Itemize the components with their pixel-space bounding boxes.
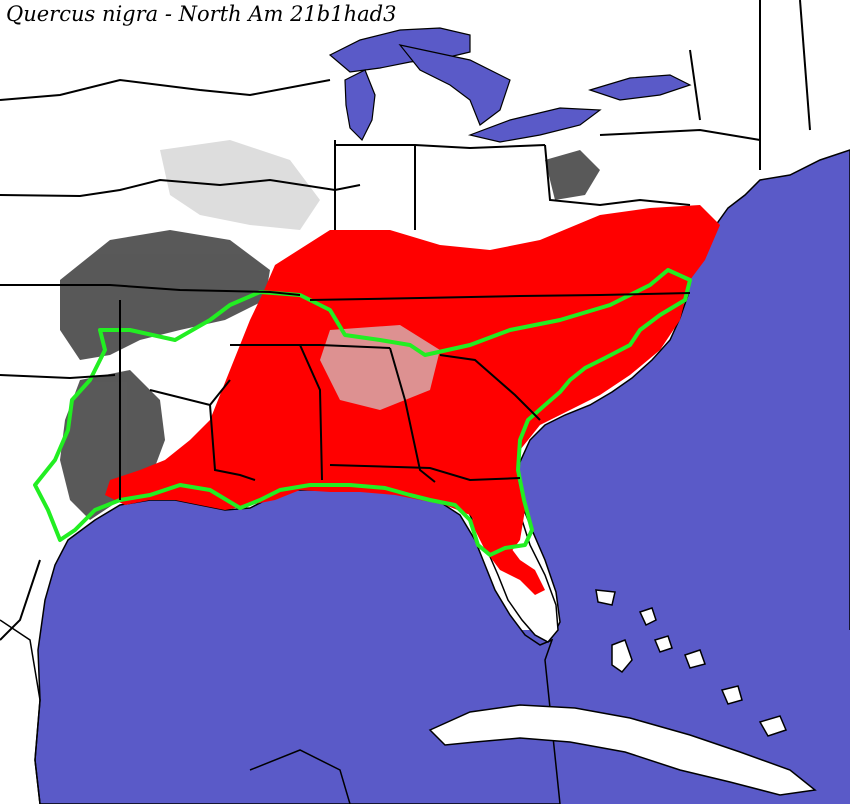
bahamas-islands [595,589,788,737]
lake-ontario [588,74,692,101]
coastlines [0,619,351,804]
atlantic-ocean [515,149,850,640]
lake-superior [328,27,471,73]
state-boundaries [0,0,811,641]
cuba-island [428,704,817,796]
lake-huron [398,44,511,126]
lake-michigan [344,69,376,142]
great-lakes [328,27,692,143]
lake-erie [467,107,602,143]
observed-range-outline [33,268,692,557]
